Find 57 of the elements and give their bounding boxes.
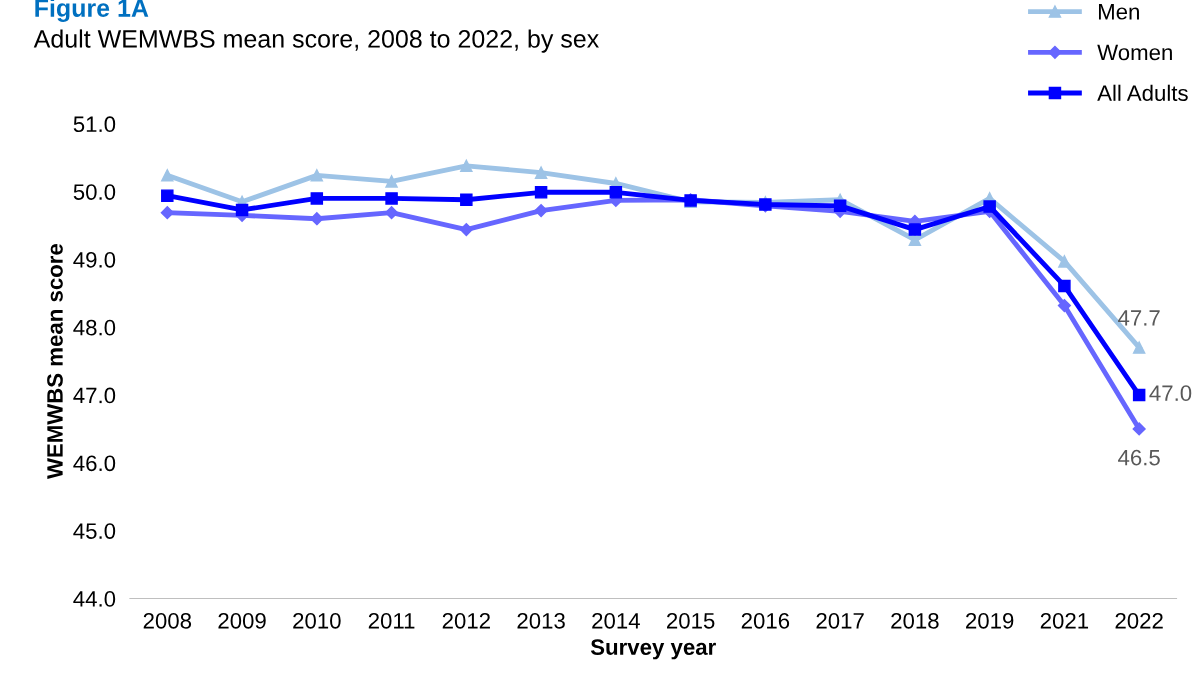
data-label: 47.0 [1149, 385, 1192, 402]
point [460, 159, 473, 173]
y-tick-label: 49.0 [73, 251, 116, 268]
point [534, 166, 548, 179]
x-tick-label: 2022 [1115, 612, 1163, 629]
x-tick-label: 2010 [293, 612, 341, 629]
x-axis-title: Survey year [590, 639, 716, 660]
legend-label: Men [1098, 4, 1139, 20]
point [1132, 341, 1146, 354]
legend-label: All Adults [1097, 84, 1188, 102]
legend-label: Women [1097, 44, 1172, 61]
x-tick-label: 2019 [966, 612, 1014, 629]
point [310, 192, 324, 205]
point [833, 199, 847, 213]
y-tick-label: 47.0 [73, 387, 116, 404]
point [310, 169, 324, 182]
point [534, 186, 548, 199]
x-tick-label: 2015 [667, 612, 715, 629]
x-tick-label: 2017 [816, 612, 864, 629]
point [310, 212, 324, 226]
point [235, 203, 249, 217]
point [1057, 298, 1071, 313]
x-tick-label: 2016 [741, 612, 790, 629]
point [385, 192, 398, 205]
x-tick-label: 2021 [1040, 612, 1089, 629]
y-tick-label: 50.0 [73, 184, 116, 200]
point [983, 200, 996, 213]
x-tick-label: 2013 [517, 612, 565, 629]
data-label: 47.7 [1118, 310, 1160, 326]
y-tick-label: 51.0 [73, 116, 116, 133]
point [908, 223, 922, 236]
point [1132, 422, 1146, 436]
x-tick-label: 2009 [218, 612, 266, 629]
point [160, 206, 174, 220]
point [161, 189, 174, 202]
y-tick-label: 45.0 [73, 523, 116, 539]
point [459, 223, 473, 237]
x-tick-label: 2014 [592, 612, 640, 629]
x-tick-label: 2012 [442, 612, 490, 629]
x-tick-label: 2008 [143, 612, 192, 629]
point [534, 204, 548, 218]
x-tick-label: 2011 [368, 612, 415, 629]
point [161, 169, 174, 182]
y-tick-label: 48.0 [73, 319, 116, 336]
point [460, 193, 473, 207]
point [1132, 388, 1146, 402]
point [908, 233, 922, 247]
x-tick-label: 2018 [891, 612, 939, 629]
point [384, 206, 399, 220]
point [1058, 279, 1071, 293]
chart-subtitle: Adult WEMWBS mean score, 2008 to 2022, by sex [33, 29, 599, 53]
data-label: 46.5 [1118, 449, 1160, 466]
y-tick-label: 44.0 [73, 591, 116, 607]
point [609, 186, 623, 199]
y-tick-label: 46.0 [73, 455, 116, 472]
point [385, 175, 398, 188]
y-axis-title: WEMWBS mean score [47, 243, 63, 480]
